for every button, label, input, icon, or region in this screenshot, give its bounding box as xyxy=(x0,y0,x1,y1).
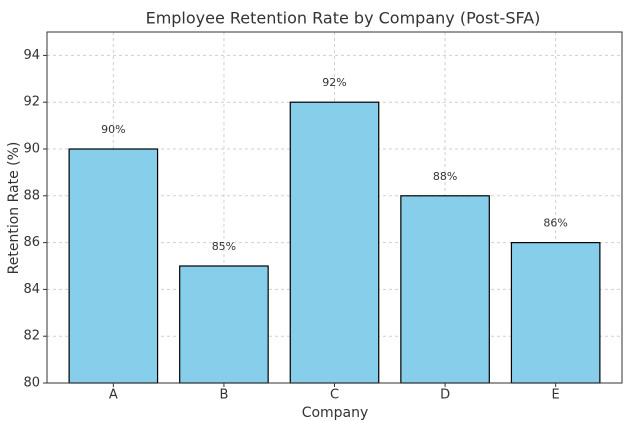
value-label: 88% xyxy=(433,170,457,183)
x-tick-label: C xyxy=(330,388,339,403)
chart-title: Employee Retention Rate by Company (Post… xyxy=(146,9,541,28)
value-label: 86% xyxy=(543,217,567,230)
plot-frame xyxy=(46,31,623,384)
value-label: 85% xyxy=(212,240,236,253)
y-tick-label: 84 xyxy=(23,282,40,297)
x-tick-label: B xyxy=(219,388,228,403)
y-tick-label: 94 xyxy=(23,48,40,63)
x-tick-label: D xyxy=(440,388,450,403)
y-axis-label: Retention Rate (%) xyxy=(6,142,22,275)
x-tick-label: E xyxy=(552,388,560,403)
y-tick-label: 90 xyxy=(23,142,40,157)
y-tick-label: 82 xyxy=(23,329,40,344)
y-tick-label: 92 xyxy=(23,95,40,110)
y-tick-label: 80 xyxy=(23,376,40,391)
bar xyxy=(400,195,490,384)
value-label: 92% xyxy=(322,76,346,89)
x-axis-label: Company xyxy=(302,405,369,421)
bar xyxy=(68,148,159,384)
bar xyxy=(510,242,601,384)
x-tick-label: A xyxy=(109,388,118,403)
y-tick-label: 86 xyxy=(23,235,40,250)
value-label: 90% xyxy=(101,123,125,136)
bar xyxy=(289,101,380,384)
bar xyxy=(179,265,269,384)
y-tick-label: 88 xyxy=(23,188,40,203)
